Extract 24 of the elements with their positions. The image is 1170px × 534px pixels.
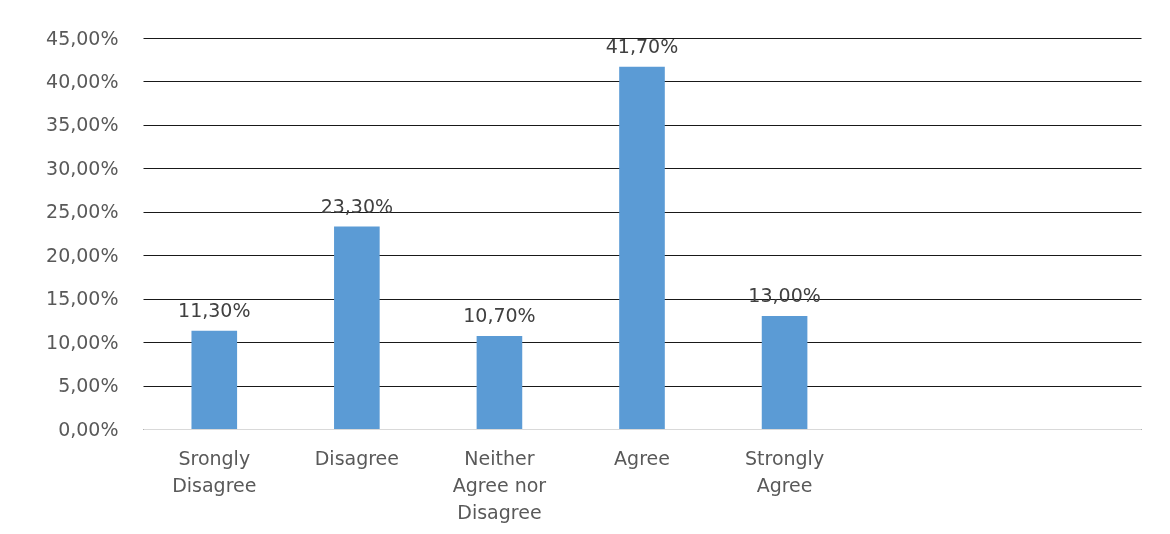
y-tick-label: 10,00%: [46, 330, 119, 353]
data-label: 41,70%: [605, 34, 679, 57]
y-tick-label: 15,00%: [46, 287, 119, 310]
y-tick-label: 35,00%: [46, 113, 119, 136]
y-tick-label: 45,00%: [46, 26, 119, 49]
y-tick-label: 40,00%: [46, 69, 119, 92]
data-label: 23,30%: [320, 194, 394, 217]
y-tick-label: 25,00%: [46, 200, 119, 223]
x-tick-label: Strongly Agree: [744, 446, 825, 496]
bar: [761, 316, 808, 429]
x-tick-label: Disagree: [314, 446, 400, 469]
y-tick-label: 20,00%: [46, 243, 119, 266]
x-tick-label: Neither Agree nor Disagree: [452, 446, 547, 523]
bar: [334, 226, 380, 429]
bar: [191, 330, 238, 429]
x-tick-label: Agree: [614, 446, 670, 469]
x-tick-label: Srongly Disagree: [172, 446, 257, 496]
data-label: 11,30%: [178, 298, 251, 321]
y-tick-label: 0,00%: [58, 417, 119, 440]
bar: [619, 66, 665, 429]
bar: [476, 336, 523, 429]
y-tick-label: 30,00%: [46, 156, 119, 179]
y-tick-label: 5,00%: [58, 374, 119, 397]
data-label: 10,70%: [463, 304, 536, 327]
